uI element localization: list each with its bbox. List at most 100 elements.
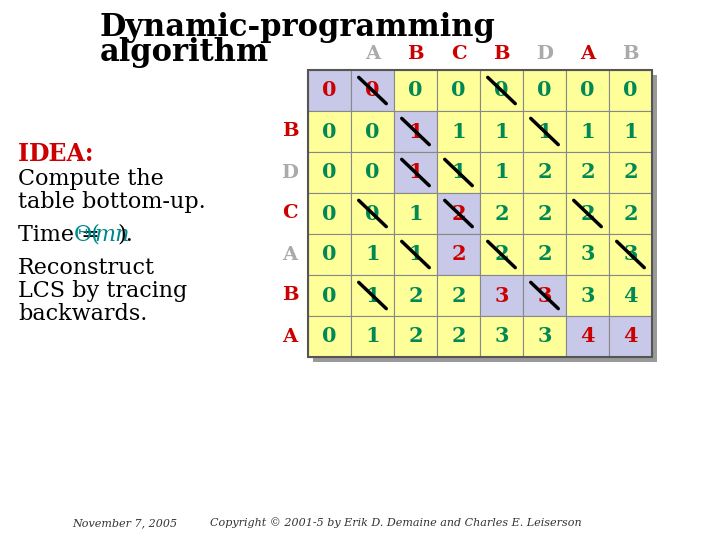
Bar xyxy=(480,316,523,357)
Text: 0: 0 xyxy=(624,80,638,100)
Text: 0: 0 xyxy=(365,122,379,141)
Bar xyxy=(437,275,480,316)
Text: Reconstruct: Reconstruct xyxy=(18,257,155,279)
Bar xyxy=(394,234,437,275)
Bar xyxy=(394,70,437,111)
Bar xyxy=(609,193,652,234)
Text: Time =: Time = xyxy=(18,224,107,246)
Bar xyxy=(308,152,351,193)
Text: 3: 3 xyxy=(494,286,509,306)
Text: 2: 2 xyxy=(537,245,552,265)
Bar xyxy=(437,193,480,234)
Bar xyxy=(566,275,609,316)
Bar xyxy=(523,152,566,193)
Bar xyxy=(351,111,394,152)
Bar xyxy=(609,70,652,111)
Bar xyxy=(523,193,566,234)
Bar xyxy=(480,193,523,234)
Text: 2: 2 xyxy=(580,163,595,183)
Bar xyxy=(523,316,566,357)
Bar xyxy=(609,275,652,316)
Bar xyxy=(480,275,523,316)
Bar xyxy=(480,111,523,152)
Bar xyxy=(437,111,480,152)
Text: B: B xyxy=(282,123,298,140)
Bar xyxy=(437,70,480,111)
Text: 2: 2 xyxy=(451,245,466,265)
Bar xyxy=(566,234,609,275)
Bar xyxy=(308,275,351,316)
Text: A: A xyxy=(365,45,380,63)
Text: 2: 2 xyxy=(494,245,509,265)
Text: 0: 0 xyxy=(323,122,337,141)
Text: C: C xyxy=(451,45,467,63)
Text: 0: 0 xyxy=(537,80,552,100)
Bar xyxy=(566,152,609,193)
Text: 2: 2 xyxy=(451,327,466,347)
Text: 1: 1 xyxy=(408,122,423,141)
Text: 1: 1 xyxy=(451,163,466,183)
Text: 0: 0 xyxy=(451,80,466,100)
Text: 1: 1 xyxy=(537,122,552,141)
Text: 4: 4 xyxy=(580,327,595,347)
Bar xyxy=(609,316,652,357)
Bar xyxy=(394,275,437,316)
Text: 0: 0 xyxy=(323,327,337,347)
Bar xyxy=(308,193,351,234)
Text: LCS by tracing: LCS by tracing xyxy=(18,280,187,302)
Text: 2: 2 xyxy=(451,204,466,224)
Text: 3: 3 xyxy=(537,286,552,306)
Bar xyxy=(566,316,609,357)
Bar xyxy=(351,316,394,357)
Bar xyxy=(308,316,351,357)
Text: I: I xyxy=(18,142,29,166)
Text: B: B xyxy=(282,287,298,305)
Bar xyxy=(523,234,566,275)
Bar xyxy=(351,193,394,234)
Text: 0: 0 xyxy=(580,80,595,100)
Text: 0: 0 xyxy=(323,163,337,183)
Bar xyxy=(480,152,523,193)
Bar xyxy=(351,70,394,111)
Bar xyxy=(523,111,566,152)
Text: 1: 1 xyxy=(624,122,638,141)
Text: 2: 2 xyxy=(624,204,638,224)
Text: 4: 4 xyxy=(624,286,638,306)
Bar xyxy=(523,275,566,316)
Text: backwards.: backwards. xyxy=(18,303,148,325)
Bar xyxy=(566,70,609,111)
Bar xyxy=(351,234,394,275)
Text: 2: 2 xyxy=(494,204,509,224)
Text: 3: 3 xyxy=(494,327,509,347)
Bar xyxy=(566,193,609,234)
Text: 3: 3 xyxy=(580,245,595,265)
Text: 0: 0 xyxy=(323,204,337,224)
Text: A: A xyxy=(282,246,297,264)
Text: 0: 0 xyxy=(323,286,337,306)
Text: 2: 2 xyxy=(624,163,638,183)
Bar xyxy=(308,234,351,275)
Text: 2: 2 xyxy=(537,163,552,183)
Bar xyxy=(480,234,523,275)
Text: B: B xyxy=(408,45,424,63)
Text: 2: 2 xyxy=(451,286,466,306)
Bar xyxy=(437,152,480,193)
Text: B: B xyxy=(493,45,510,63)
Text: Copyright © 2001-5 by Erik D. Demaine and Charles E. Leiserson: Copyright © 2001-5 by Erik D. Demaine an… xyxy=(210,517,582,528)
Text: 0: 0 xyxy=(494,80,509,100)
Bar xyxy=(609,234,652,275)
Text: 0: 0 xyxy=(365,204,379,224)
Text: 0: 0 xyxy=(408,80,423,100)
Text: 0: 0 xyxy=(323,80,337,100)
Text: 0: 0 xyxy=(365,80,379,100)
Bar xyxy=(394,111,437,152)
Bar xyxy=(437,316,480,357)
Text: Compute the: Compute the xyxy=(18,168,163,190)
Text: 4: 4 xyxy=(624,327,638,347)
Bar xyxy=(394,193,437,234)
Text: 1: 1 xyxy=(451,122,466,141)
Text: 1: 1 xyxy=(494,163,509,183)
Bar xyxy=(351,152,394,193)
Bar xyxy=(566,111,609,152)
Text: table bottom-up.: table bottom-up. xyxy=(18,191,206,213)
